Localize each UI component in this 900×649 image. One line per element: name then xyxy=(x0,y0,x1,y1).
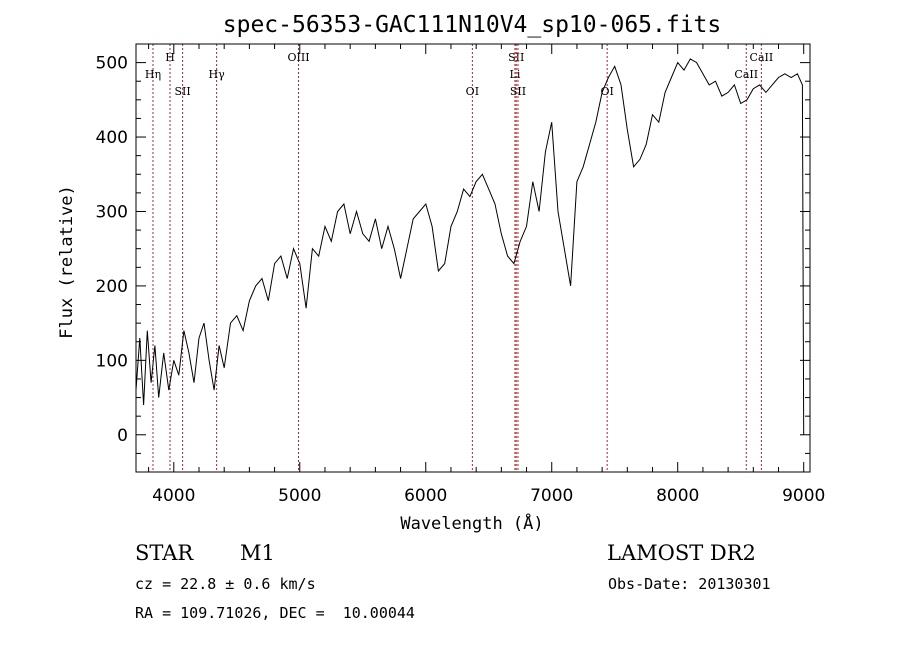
survey-name: LAMOST DR2 xyxy=(607,541,756,565)
line-marker-label: H xyxy=(165,51,175,64)
line-marker-label: Li xyxy=(510,68,521,81)
line-marker-label: SII xyxy=(510,85,526,98)
redshift-cz: cz = 22.8 ± 0.6 km/s xyxy=(135,575,316,593)
x-axis-ticks: 4000 5000 6000 7000 8000 9000 xyxy=(148,44,825,506)
line-marker-label: OIII xyxy=(287,51,309,64)
x-tick-label: 5000 xyxy=(278,486,321,506)
y-tick-label: 100 xyxy=(96,351,128,371)
object-subclass: M1 xyxy=(240,541,275,565)
y-axis-label: Flux (relative) xyxy=(57,185,77,339)
line-marker-label: CaII xyxy=(750,51,774,64)
x-tick-label: 9000 xyxy=(782,486,825,506)
y-axis-ticks: 0 100 200 300 400 500 xyxy=(96,54,810,454)
y-tick-label: 300 xyxy=(96,202,128,222)
line-marker-label: Hγ xyxy=(209,68,226,81)
line-marker-label: OI xyxy=(466,85,479,98)
y-tick-label: 200 xyxy=(96,277,128,297)
plot-frame xyxy=(135,43,811,473)
line-marker-label: SII xyxy=(508,51,524,64)
chart-title: spec-56353-GAC111N10V4_sp10-065.fits xyxy=(223,12,722,38)
y-tick-label: 400 xyxy=(96,128,128,148)
x-tick-label: 7000 xyxy=(530,486,573,506)
coordinates: RA = 109.71026, DEC = 10.00044 xyxy=(135,604,415,622)
line-marker-label: CaII xyxy=(734,68,758,81)
spectrum-line xyxy=(135,58,805,435)
line-marker-label: Hη xyxy=(145,68,161,81)
y-tick-label: 0 xyxy=(117,426,128,446)
line-marker-label: SII xyxy=(174,85,190,98)
x-tick-label: 4000 xyxy=(152,486,195,506)
x-tick-label: 6000 xyxy=(404,486,447,506)
x-axis-label: Wavelength (Å) xyxy=(400,512,543,534)
obs-date: Obs-Date: 20130301 xyxy=(608,575,771,593)
object-class: STAR xyxy=(135,541,194,565)
y-tick-label: 500 xyxy=(96,54,128,74)
x-tick-label: 8000 xyxy=(656,486,699,506)
